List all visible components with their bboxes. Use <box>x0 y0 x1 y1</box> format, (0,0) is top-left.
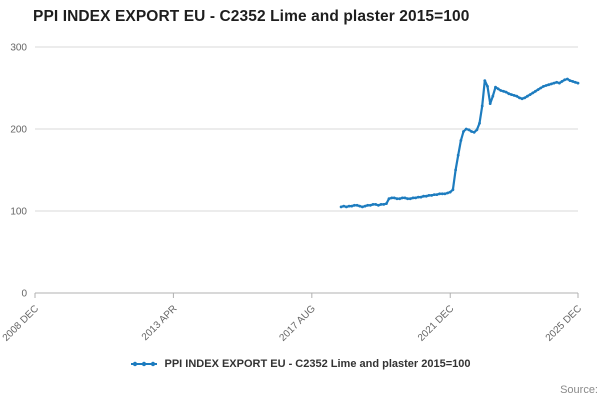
svg-text:300: 300 <box>10 43 27 54</box>
svg-text:2025 DEC: 2025 DEC <box>544 303 584 343</box>
svg-text:0: 0 <box>21 289 27 300</box>
source-label: Source: <box>560 384 598 396</box>
legend-line-marker-icon <box>130 361 157 367</box>
svg-text:2013 APR: 2013 APR <box>140 303 180 343</box>
legend-label: PPI INDEX EXPORT EU - C2352 Lime and pla… <box>164 358 471 370</box>
line-chart: 0 100 200 300 2008 DEC 2013 APR 2017 AUG 2021 D… <box>1 43 584 344</box>
svg-text:200: 200 <box>10 125 27 136</box>
svg-text:2017 AUG: 2017 AUG <box>278 303 319 344</box>
svg-text:2008 DEC: 2008 DEC <box>1 303 41 343</box>
legend: PPI INDEX EXPORT EU - C2352 Lime and pla… <box>0 358 600 370</box>
svg-text:100: 100 <box>10 207 27 218</box>
legend-item[interactable]: PPI INDEX EXPORT EU - C2352 Lime and pla… <box>130 358 471 370</box>
svg-text:2021 DEC: 2021 DEC <box>416 303 456 343</box>
chart-title: PPI INDEX EXPORT EU - C2352 Lime and pla… <box>33 8 470 25</box>
